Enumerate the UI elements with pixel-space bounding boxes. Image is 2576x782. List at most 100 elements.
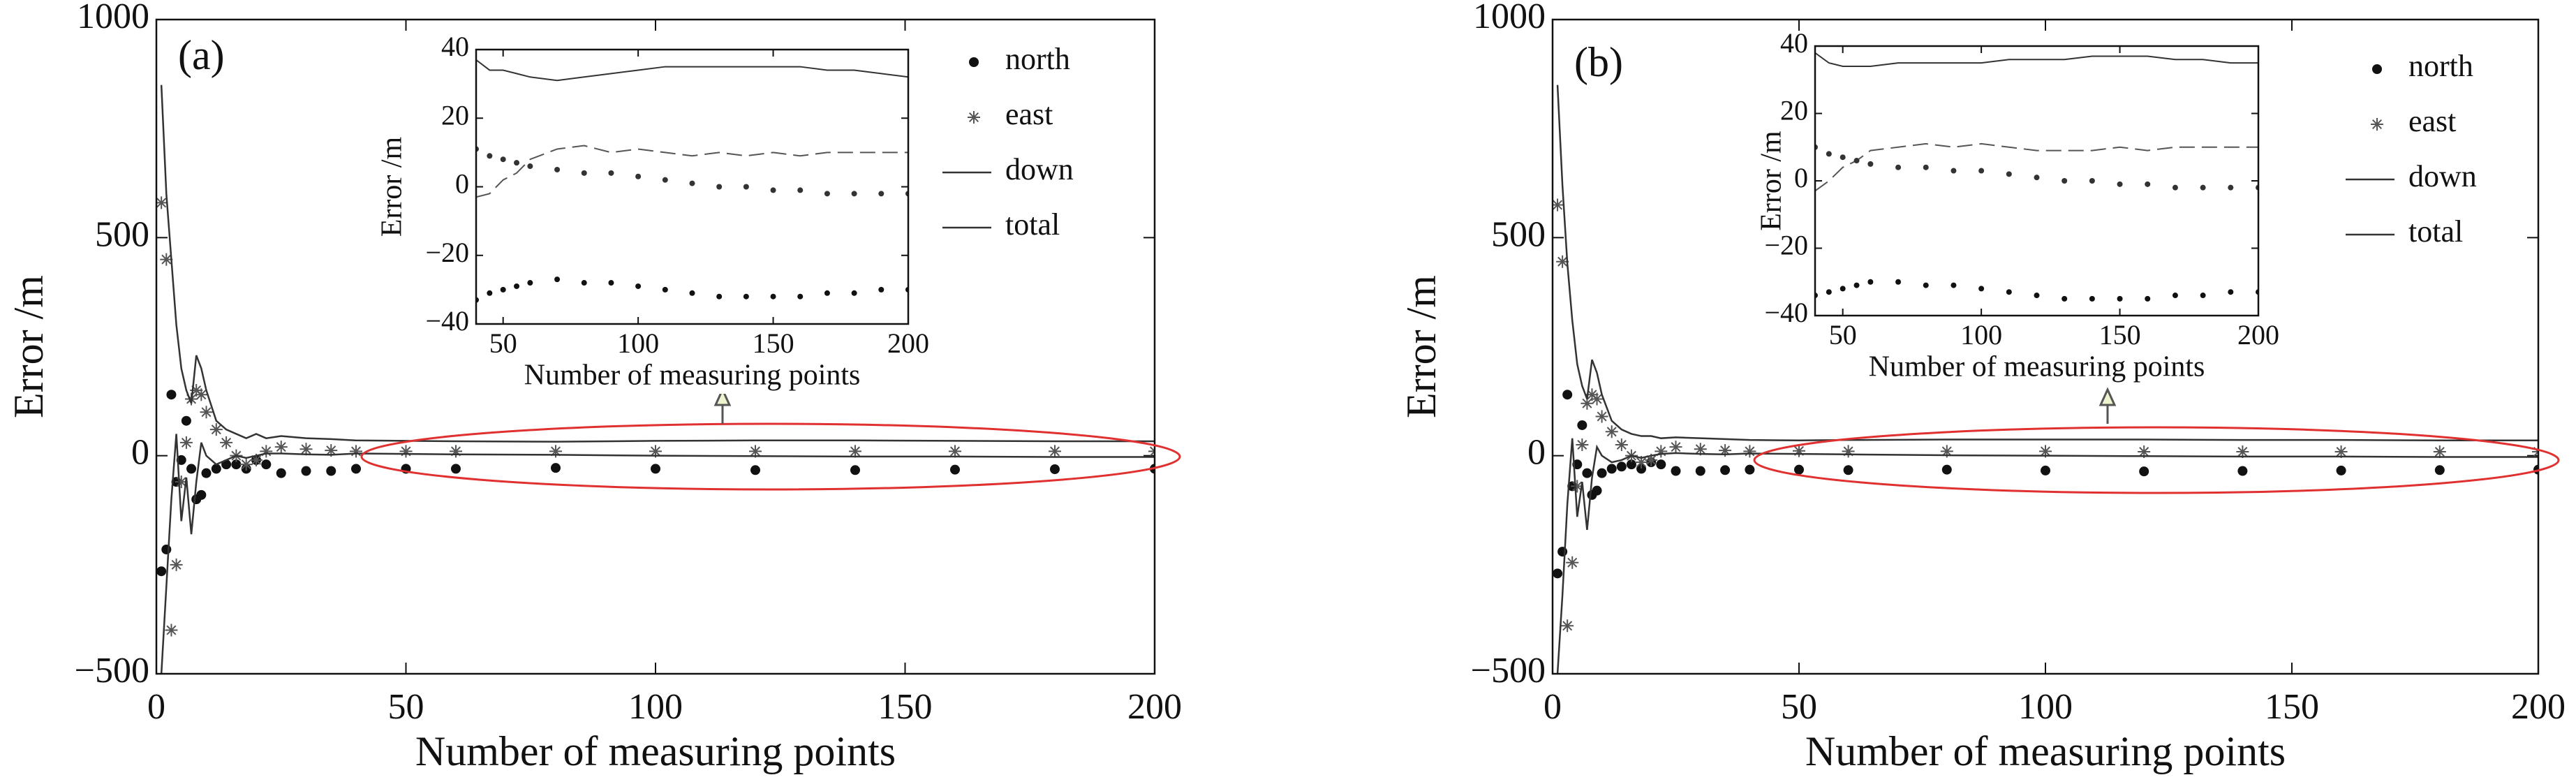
plot-frame: [155, 18, 1156, 675]
plot-area: [1553, 84, 2538, 674]
star-marker: [2334, 445, 2348, 459]
panel-label: (a): [178, 32, 225, 78]
star-marker: [1719, 444, 1732, 457]
star-marker: [1049, 445, 1061, 458]
x-tick-label: 150: [753, 327, 794, 359]
dot-marker: [797, 187, 804, 193]
dot-marker: [211, 464, 221, 474]
star-marker: [1615, 438, 1628, 452]
x-tick-label: 100: [2018, 687, 2073, 727]
dot-marker: [716, 293, 723, 300]
star-marker: [2138, 445, 2151, 459]
dot-marker: [689, 290, 695, 296]
highlight-ellipse: [360, 422, 1181, 491]
x-tick-label: 0: [1544, 687, 1562, 727]
legend-marker: [2371, 118, 2383, 131]
star-marker: [1694, 443, 1707, 456]
star-marker: [1561, 619, 1574, 633]
legend-label: total: [1005, 207, 1060, 242]
plot-frame: [475, 48, 910, 325]
dot-marker: [2200, 293, 2206, 299]
star-marker: [1743, 445, 1756, 458]
x-tick-label: 150: [2265, 687, 2319, 727]
y-axis-label: Error /m: [376, 136, 408, 237]
y-tick-label: 0: [1794, 162, 1808, 193]
dot-marker: [2172, 293, 2178, 299]
dot-marker: [1606, 464, 1617, 474]
dot-marker: [351, 464, 361, 474]
x-tick-label: 200: [1127, 687, 1182, 727]
star-marker: [1576, 438, 1589, 452]
x-tick-label: 200: [2237, 319, 2279, 351]
legend-label: down: [2408, 159, 2477, 193]
dot-marker: [2061, 295, 2068, 302]
dot-marker: [2061, 178, 2068, 184]
x-tick-label: 100: [1960, 319, 2002, 351]
star-marker: [1669, 441, 1682, 454]
star-marker: [209, 423, 223, 436]
star-marker: [325, 444, 338, 457]
star-marker: [649, 445, 662, 458]
dot-marker: [1840, 286, 1846, 292]
dot-marker: [276, 468, 286, 478]
y-axis-label: Error /m: [1756, 131, 1788, 231]
dot-marker: [2145, 181, 2151, 187]
dot-marker: [181, 415, 191, 426]
y-tick-label: −20: [425, 237, 469, 268]
x-tick-label: 200: [2511, 687, 2566, 727]
dot-marker: [1867, 161, 1874, 167]
x-tick-label: 100: [628, 687, 683, 727]
plot-area: [156, 84, 1155, 674]
dot-marker: [554, 166, 561, 172]
star-marker: [156, 196, 168, 209]
dot-marker: [662, 177, 668, 183]
star-marker: [1842, 445, 1855, 458]
x-tick-label: 150: [2099, 319, 2141, 351]
legend-label: total: [2408, 214, 2463, 249]
dot-marker: [1978, 168, 1985, 174]
dot-marker: [500, 156, 506, 163]
dot-marker: [635, 283, 642, 289]
x-tick-label: 50: [388, 687, 424, 727]
dot-marker: [2034, 293, 2040, 299]
legend-label: east: [2408, 104, 2456, 138]
dot-marker: [1941, 464, 1952, 475]
dot-marker: [878, 191, 884, 197]
dot-marker: [1720, 465, 1731, 475]
dot-marker: [851, 290, 857, 296]
star-marker: [949, 445, 961, 458]
dot-marker: [1895, 164, 1902, 170]
y-tick-label: −40: [1764, 297, 1808, 328]
x-axis-label: Number of measuring points: [415, 728, 896, 774]
dot-marker: [850, 465, 860, 475]
series-line: [1556, 84, 2538, 442]
dot-marker: [2041, 465, 2050, 475]
highlight-ellipse: [1753, 426, 2560, 494]
dot-marker: [2145, 295, 2151, 302]
dot-marker: [608, 280, 614, 286]
legend-marker: [969, 57, 979, 67]
dot-marker: [161, 544, 172, 554]
y-tick-label: 1000: [1473, 0, 1546, 36]
legend-label: north: [1005, 42, 1070, 76]
x-tick-label: 50: [1781, 687, 1817, 727]
star-marker: [399, 445, 413, 458]
x-tick-label: 50: [489, 327, 517, 359]
dot-marker: [851, 191, 857, 197]
dot-marker: [770, 187, 776, 193]
dot-marker: [797, 293, 804, 300]
y-tick-label: 20: [1780, 95, 1808, 126]
legend-label: east: [1005, 97, 1053, 131]
dot-marker: [2228, 289, 2234, 295]
dot-marker: [635, 173, 642, 179]
dot-marker: [1794, 464, 1804, 475]
dot-marker: [1562, 390, 1573, 400]
star-marker: [1645, 453, 1658, 466]
star-marker: [1940, 445, 1953, 458]
star-marker: [1571, 480, 1584, 493]
y-axis-label: Error /m: [1398, 275, 1444, 418]
y-tick-label: 500: [95, 214, 149, 254]
star-marker: [549, 445, 562, 458]
